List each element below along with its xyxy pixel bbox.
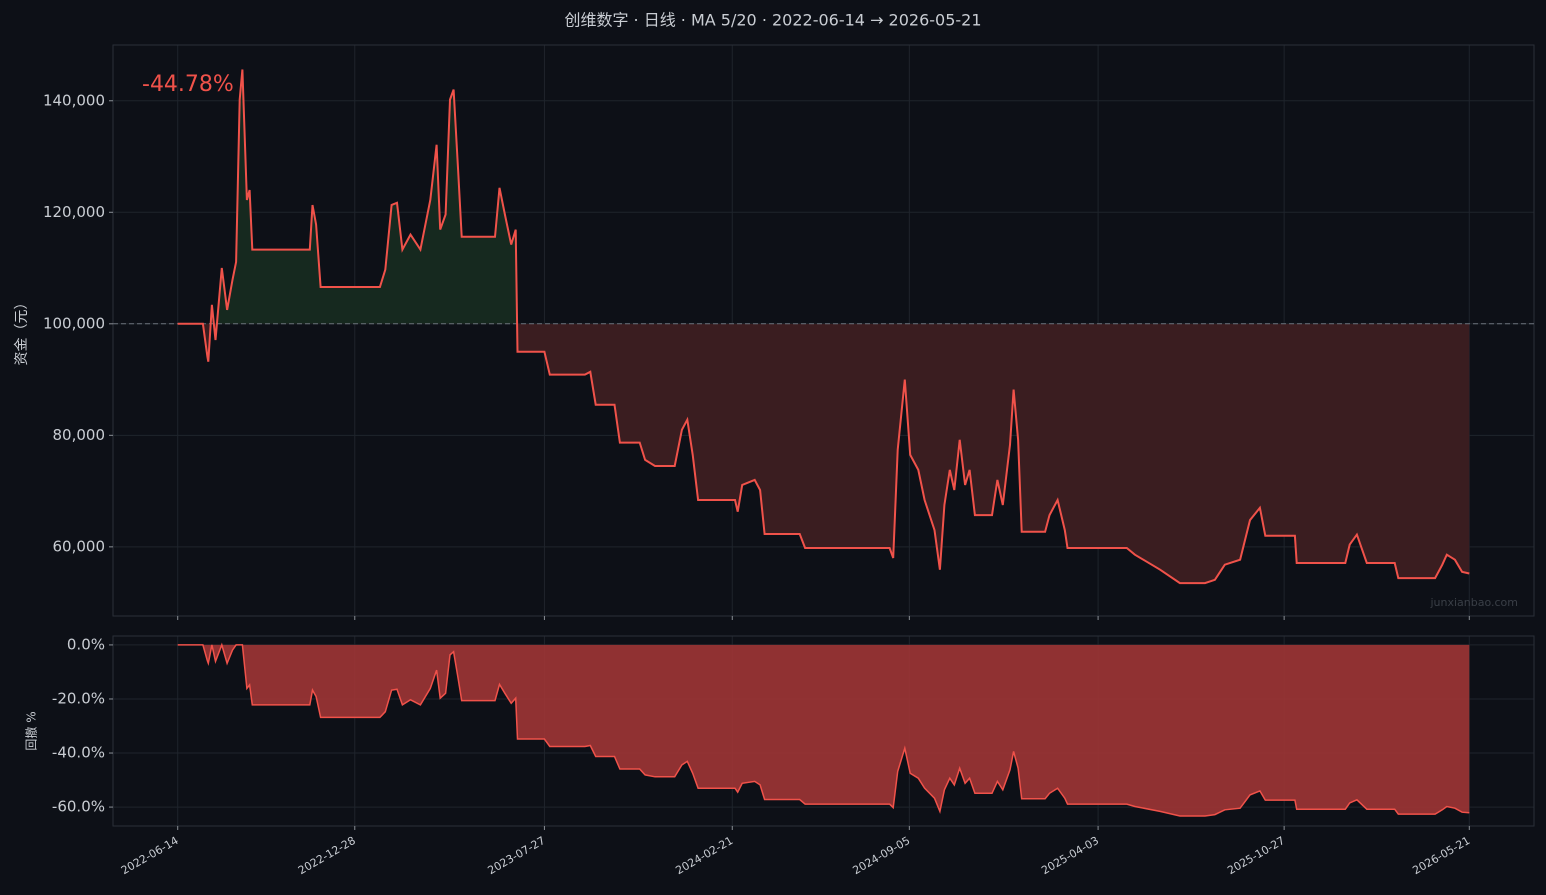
y-tick-label: -60.0% — [52, 798, 105, 816]
gain-area — [177, 69, 518, 324]
chart-title: 创维数字 · 日线 · MA 5/20 · 2022-06-14 → 2026-… — [564, 11, 981, 30]
equity-line — [177, 69, 1470, 585]
plot-frame — [112, 635, 1535, 827]
x-tick-label: 2024-09-05 — [850, 834, 912, 877]
x-tick-label: 2023-07-27 — [486, 834, 548, 877]
y-tick-label: 120,000 — [43, 203, 105, 221]
y-tick-label: 80,000 — [53, 426, 106, 444]
x-tick-label: 2026-05-21 — [1410, 834, 1472, 877]
x-tick-label: 2022-12-28 — [296, 834, 358, 877]
watermark: junxianbao.com — [1429, 596, 1518, 609]
y-axis-label: 资金（元） — [14, 296, 30, 366]
x-tick-label: 2025-04-03 — [1039, 834, 1101, 877]
drawdown-area — [177, 644, 1470, 816]
y-tick-label: -40.0% — [52, 744, 105, 762]
y-tick-label: 140,000 — [43, 91, 105, 109]
plot-frame — [112, 44, 1535, 617]
y-tick-label: 100,000 — [43, 314, 105, 332]
return-annotation: -44.78% — [142, 72, 234, 97]
y-tick-label: 0.0% — [67, 635, 105, 653]
y-axis-label: 回撤 % — [24, 711, 39, 750]
loss-area — [177, 323, 1470, 584]
drawdown-line — [177, 642, 1470, 817]
x-tick-label: 2024-02-21 — [673, 834, 735, 877]
x-tick-label: 2025-10-27 — [1225, 834, 1287, 877]
x-tick-label: 2022-06-14 — [119, 834, 181, 877]
y-tick-label: 60,000 — [53, 537, 106, 555]
y-tick-label: -20.0% — [52, 689, 105, 707]
